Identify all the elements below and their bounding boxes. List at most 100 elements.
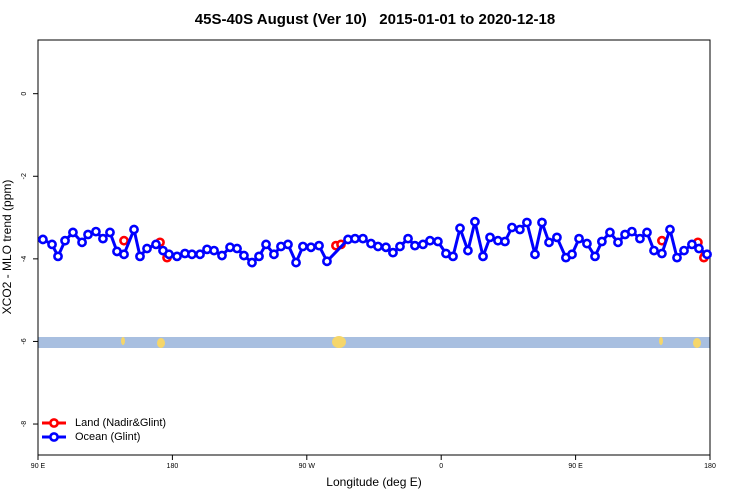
data-point — [381, 242, 391, 253]
x-tick-label: 0 — [439, 463, 443, 470]
data-point — [418, 239, 428, 250]
data-point — [151, 239, 161, 250]
data-point — [567, 249, 577, 260]
data-point — [172, 251, 182, 262]
data-point — [626, 226, 637, 237]
y-tick-label: -8 — [21, 421, 28, 427]
data-point — [217, 250, 227, 261]
data-point — [642, 227, 652, 238]
data-point — [537, 217, 547, 228]
data-point — [135, 251, 145, 262]
data-point — [665, 224, 675, 235]
data-point — [38, 234, 48, 245]
data-point — [261, 239, 271, 250]
data-point — [507, 222, 517, 233]
data-point — [596, 236, 607, 247]
map-strip — [38, 336, 710, 348]
ocean-strip — [38, 337, 710, 348]
data-point — [322, 256, 332, 267]
data-point — [605, 227, 615, 238]
data-point — [395, 241, 405, 252]
data-point — [306, 242, 316, 253]
data-point — [590, 251, 600, 262]
data-point — [702, 249, 712, 260]
data-point — [514, 224, 525, 235]
data-point — [83, 229, 93, 240]
data-point — [657, 248, 667, 259]
data-point — [448, 251, 458, 262]
data-point — [53, 251, 63, 262]
data-point — [687, 239, 697, 250]
land-blob — [157, 338, 165, 348]
data-point — [425, 235, 435, 246]
data-point — [433, 236, 443, 247]
legend-marker — [49, 418, 59, 428]
data-point — [247, 257, 257, 268]
data-point — [544, 237, 554, 248]
data-point — [283, 239, 293, 250]
data-point — [77, 237, 87, 248]
data-point — [298, 241, 308, 252]
data-point — [358, 233, 368, 244]
data-point — [694, 243, 704, 254]
data-point — [500, 236, 510, 247]
data-point — [129, 224, 139, 235]
data-point — [314, 240, 324, 251]
data-point — [47, 239, 57, 250]
data-point — [530, 249, 540, 260]
data-point — [269, 249, 279, 260]
land-blob — [332, 336, 346, 348]
data-point — [485, 232, 495, 243]
x-tick-label: 90 W — [299, 463, 316, 470]
y-tick-label: 0 — [21, 92, 28, 96]
data-point — [232, 243, 242, 254]
plot-frame — [37, 39, 711, 456]
data-point — [239, 250, 249, 261]
x-tick-label: 90 E — [31, 463, 46, 470]
data-point — [552, 232, 562, 243]
data-point — [672, 252, 682, 263]
data-point — [195, 249, 205, 260]
legend-label: Ocean (Glint) — [75, 431, 140, 443]
x-tick-label: 180 — [167, 463, 179, 470]
data-point — [291, 257, 301, 268]
legend-label: Land (Nadir&Glint) — [75, 417, 166, 429]
legend-marker — [49, 432, 59, 442]
data-point — [522, 217, 532, 228]
data-point — [254, 251, 264, 262]
data-point — [119, 235, 129, 246]
land-blob — [693, 338, 701, 348]
x-axis-label: Longitude (deg E) — [326, 475, 421, 489]
data-point — [410, 240, 420, 251]
y-tick-label: -6 — [21, 338, 28, 344]
y-axis-label: XCO2 - MLO trend (ppm) — [0, 180, 14, 315]
data-point — [582, 238, 592, 249]
data-point — [119, 249, 129, 260]
x-tick-label: 90 E — [568, 463, 583, 470]
land-blob — [121, 337, 125, 345]
land-blob — [659, 337, 663, 345]
data-point — [679, 245, 689, 256]
y-tick-label: -4 — [21, 256, 28, 262]
data-point — [68, 227, 78, 238]
data-point — [574, 233, 584, 244]
y-tick-label: -2 — [21, 173, 28, 179]
x-tick-label: 180 — [704, 463, 716, 470]
data-point — [209, 245, 219, 256]
data-point — [105, 227, 115, 238]
data-point — [613, 237, 623, 248]
data-point — [649, 245, 659, 256]
data-point — [187, 249, 197, 260]
data-point — [478, 251, 488, 262]
data-point — [388, 247, 398, 258]
data-point — [142, 243, 152, 254]
data-point — [373, 241, 383, 252]
data-point — [91, 226, 101, 237]
data-point — [635, 233, 645, 244]
chart-title: 45S-40S August (Ver 10) 2015-01-01 to 20… — [195, 11, 555, 28]
data-point — [60, 235, 70, 246]
data-point — [164, 249, 174, 260]
data-point — [470, 216, 480, 227]
data-point — [98, 233, 108, 244]
